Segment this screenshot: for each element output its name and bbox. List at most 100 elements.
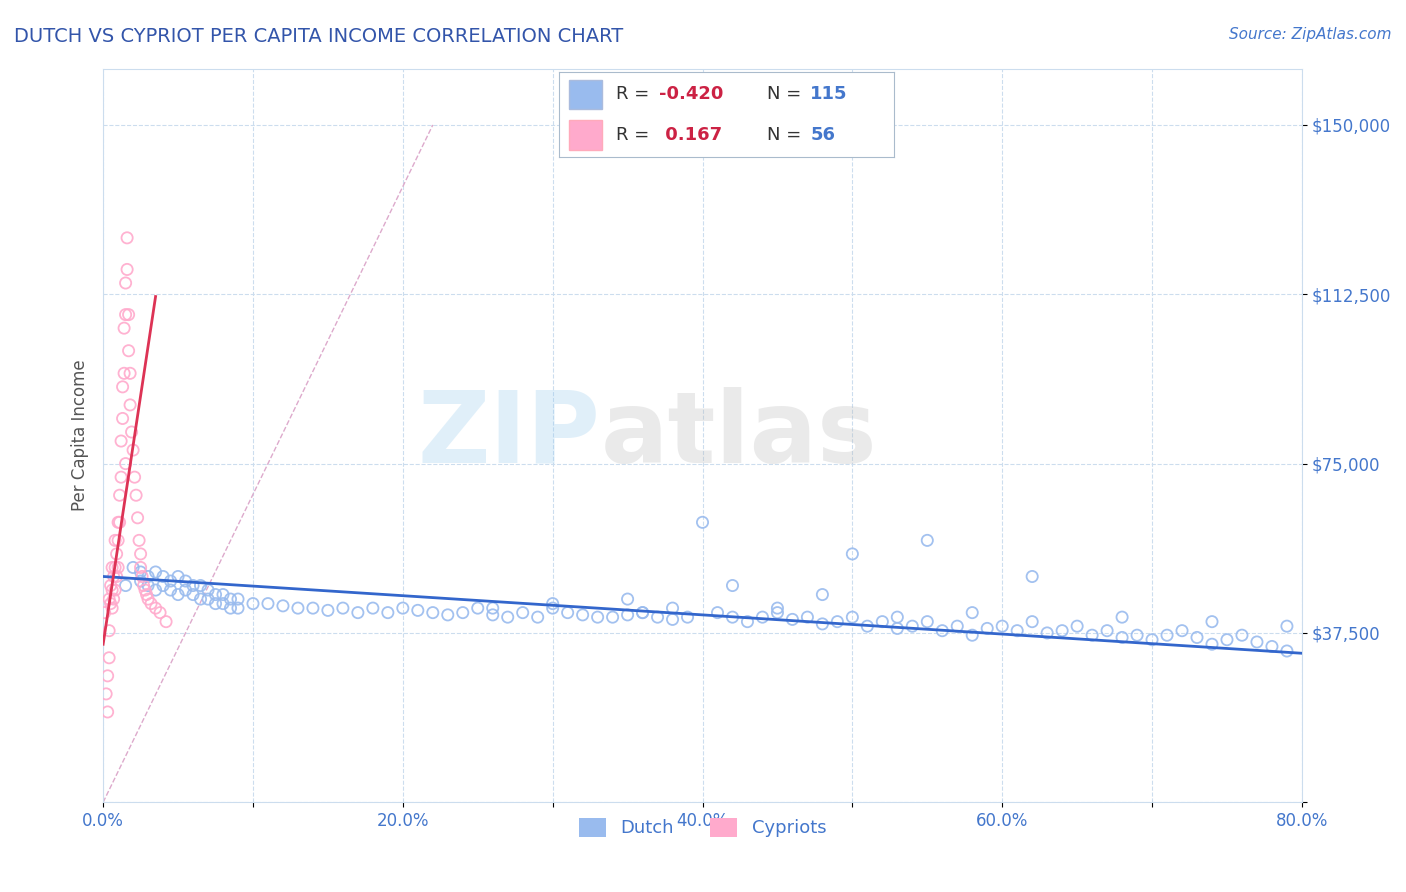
Point xyxy=(115,231,138,245)
Point xyxy=(302,601,325,615)
Point xyxy=(1036,626,1059,640)
Point xyxy=(131,569,153,583)
Point xyxy=(481,607,503,622)
Point xyxy=(120,367,142,381)
Point xyxy=(361,601,384,615)
Point xyxy=(242,597,264,611)
Point xyxy=(103,592,125,607)
Point xyxy=(1111,631,1133,645)
Point xyxy=(257,597,280,611)
Point xyxy=(117,343,139,358)
Point xyxy=(125,488,148,502)
Point xyxy=(481,601,503,615)
Point xyxy=(406,603,429,617)
Point xyxy=(1140,632,1163,647)
Point xyxy=(110,470,132,484)
Point xyxy=(112,367,135,381)
Point xyxy=(107,516,129,530)
Point xyxy=(1246,635,1268,649)
Point xyxy=(841,610,863,624)
Point xyxy=(112,321,135,335)
Point xyxy=(1005,624,1028,638)
Point xyxy=(100,578,122,592)
Point xyxy=(104,560,127,574)
Point xyxy=(135,588,157,602)
Point xyxy=(960,606,983,620)
Point xyxy=(1066,619,1088,633)
Point xyxy=(991,619,1014,633)
Point xyxy=(661,601,683,615)
Point xyxy=(856,619,879,633)
Point xyxy=(107,533,129,548)
Point xyxy=(586,610,609,624)
Point xyxy=(101,601,124,615)
Point xyxy=(129,547,152,561)
Point xyxy=(541,597,564,611)
Point xyxy=(139,597,162,611)
Point xyxy=(1021,615,1043,629)
Text: atlas: atlas xyxy=(600,387,877,483)
Point xyxy=(136,578,159,592)
Point xyxy=(811,588,834,602)
Point xyxy=(152,578,174,592)
Point xyxy=(467,601,489,615)
Point xyxy=(212,597,235,611)
Point xyxy=(347,606,370,620)
Point xyxy=(841,547,863,561)
Point xyxy=(111,411,134,425)
Point xyxy=(167,569,190,583)
Point xyxy=(129,560,152,574)
Point xyxy=(1050,624,1073,638)
Point xyxy=(377,606,399,620)
Point xyxy=(737,615,759,629)
Point xyxy=(97,705,120,719)
Point xyxy=(1185,631,1208,645)
Point xyxy=(796,610,818,624)
Point xyxy=(692,516,714,530)
Point xyxy=(751,610,773,624)
Point xyxy=(122,560,145,574)
Point xyxy=(226,592,249,607)
Point xyxy=(134,582,156,597)
Point xyxy=(110,434,132,448)
Point xyxy=(159,582,181,597)
Point xyxy=(149,606,172,620)
Point xyxy=(108,516,131,530)
Point xyxy=(132,578,155,592)
Point xyxy=(496,610,519,624)
Point xyxy=(174,574,197,588)
Point xyxy=(1275,619,1298,633)
Point xyxy=(114,578,136,592)
Point xyxy=(631,606,654,620)
Point xyxy=(1156,628,1178,642)
Point xyxy=(108,488,131,502)
Point xyxy=(721,578,744,592)
Point xyxy=(114,457,136,471)
Point xyxy=(117,308,139,322)
Point xyxy=(104,582,127,597)
Point xyxy=(103,569,125,583)
Point xyxy=(661,612,683,626)
Point xyxy=(204,588,226,602)
Point xyxy=(212,588,235,602)
Point xyxy=(316,603,339,617)
Point xyxy=(127,510,149,524)
Point xyxy=(976,622,998,636)
Point xyxy=(1201,615,1223,629)
Point xyxy=(104,533,127,548)
Point xyxy=(706,606,728,620)
Point xyxy=(129,565,152,579)
Point xyxy=(946,619,969,633)
Point xyxy=(226,601,249,615)
Point xyxy=(174,582,197,597)
Point xyxy=(602,610,624,624)
Point xyxy=(97,669,120,683)
Point xyxy=(1275,644,1298,658)
Legend: Dutch, Cypriots: Dutch, Cypriots xyxy=(572,811,834,845)
Text: DUTCH VS CYPRIOT PER CAPITA INCOME CORRELATION CHART: DUTCH VS CYPRIOT PER CAPITA INCOME CORRE… xyxy=(14,27,623,45)
Point xyxy=(917,533,939,548)
Point xyxy=(111,380,134,394)
Point xyxy=(451,606,474,620)
Point xyxy=(931,624,953,638)
Point xyxy=(219,592,242,607)
